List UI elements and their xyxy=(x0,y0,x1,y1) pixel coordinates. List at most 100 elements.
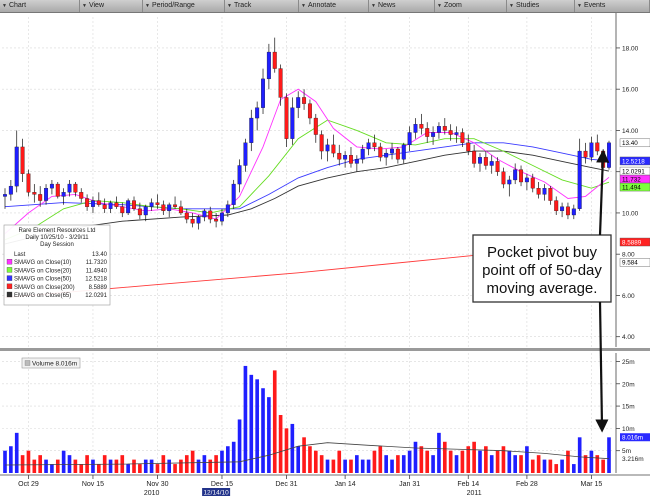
candle-body xyxy=(501,171,506,185)
volume-bar xyxy=(419,446,424,473)
menu-events[interactable]: ▼ Events xyxy=(575,0,650,12)
candles xyxy=(3,37,611,230)
menu-chart[interactable]: ▼ Chart xyxy=(0,0,80,12)
menu-track[interactable]: ▼ Track xyxy=(225,0,299,12)
panel-divider xyxy=(0,348,650,351)
candle-body xyxy=(38,194,43,201)
volume-bar xyxy=(55,459,60,473)
candle-body xyxy=(307,103,312,119)
candle-body xyxy=(178,206,183,214)
candle-body xyxy=(55,183,60,197)
candle-body xyxy=(442,126,447,131)
candle-body xyxy=(431,132,436,137)
volume-bar xyxy=(448,450,453,473)
annotation-line: moving average. xyxy=(487,280,598,297)
price-tick-label: 18.00 xyxy=(622,45,639,52)
price-tick-label: 8.00 xyxy=(622,252,635,259)
volume-bar xyxy=(208,459,213,473)
volume-bar xyxy=(495,450,500,473)
candle-body xyxy=(560,206,565,212)
candle-body xyxy=(290,107,295,139)
value-tag-text: 12.0291 xyxy=(622,168,645,175)
candle-body xyxy=(3,194,7,197)
candle-body xyxy=(8,185,13,195)
candle-body xyxy=(32,192,37,195)
volume-bar xyxy=(360,459,365,473)
volume-bar xyxy=(571,464,576,473)
stock-chart: 4.006.008.0010.0012.0014.0016.0018.005m1… xyxy=(0,13,650,501)
volume-bar xyxy=(255,379,259,473)
date-box-text: 12/14/10 xyxy=(203,490,229,497)
legend-session: Day Session xyxy=(40,242,74,248)
menu-news[interactable]: ▼ News xyxy=(369,0,435,12)
volume-bar xyxy=(466,446,471,473)
candle-body xyxy=(143,206,148,216)
price-tick-label: 4.00 xyxy=(622,334,635,341)
candle-body xyxy=(425,128,430,137)
volume-bar xyxy=(460,450,465,473)
candle-body xyxy=(372,142,377,148)
x-tick-label: Feb 14 xyxy=(457,481,479,488)
menu-label: Track xyxy=(233,2,252,9)
value-tag-text: 12.5218 xyxy=(622,158,645,165)
candle-body xyxy=(565,206,570,216)
legend-subtitle: Daily 10/25/10 - 3/29/11 xyxy=(25,235,89,241)
candle-body xyxy=(79,192,84,199)
legend-row-label: EMAVG on Close(65) xyxy=(14,293,71,299)
candle-body xyxy=(331,144,336,154)
menu-label: Zoom xyxy=(443,2,462,9)
volume-bar xyxy=(437,432,441,473)
candle-body xyxy=(155,202,160,205)
candle-body xyxy=(454,132,459,135)
volume-bar xyxy=(396,455,400,473)
candle-body xyxy=(583,150,588,158)
chevron-down-icon: ▼ xyxy=(371,3,376,9)
volume-bar xyxy=(349,459,353,473)
candle-body xyxy=(436,126,441,133)
x-tick-label: Nov 15 xyxy=(82,481,104,488)
volume-bar xyxy=(519,455,523,473)
annotation-line: point off of 50-day xyxy=(482,262,602,279)
menu-period-range[interactable]: ▼ Period/Range xyxy=(143,0,225,12)
menu-studies[interactable]: ▼ Studies xyxy=(507,0,575,12)
ema65-line xyxy=(4,150,610,245)
candle-body xyxy=(184,212,189,220)
volume-bar xyxy=(525,446,529,473)
volume-bar xyxy=(313,450,318,473)
volume-bar xyxy=(290,423,295,473)
toolbar: ▼ Chart ▼ View ▼ Period/Range ▼ Track ▼ Annotate ▼… xyxy=(0,0,650,13)
price-tick-label: 16.00 xyxy=(622,87,639,94)
x-tick-label: Jan 31 xyxy=(399,481,420,488)
candle-body xyxy=(167,204,172,212)
volume-legend-swatch xyxy=(24,360,31,366)
candle-body xyxy=(589,142,594,158)
volume-bar xyxy=(97,464,101,473)
candle-body xyxy=(607,142,611,168)
volume-bar xyxy=(261,388,265,473)
menu-annotate[interactable]: ▼ Annotate xyxy=(299,0,369,12)
candle-body xyxy=(313,117,318,135)
volume-bar xyxy=(413,441,418,473)
candle-body xyxy=(237,165,242,185)
volume-bar xyxy=(501,446,506,473)
candle-body xyxy=(243,142,248,166)
volume-bar xyxy=(14,432,19,473)
menu-view[interactable]: ▼ View xyxy=(80,0,143,12)
legend-row-value: 8.5889 xyxy=(89,285,108,291)
menu-zoom[interactable]: ▼ Zoom xyxy=(435,0,507,12)
x-tick-label: Nov 30 xyxy=(146,481,168,488)
volume-average-line xyxy=(4,442,610,466)
candle-body xyxy=(390,148,394,154)
candle-body xyxy=(302,97,307,104)
candle-body xyxy=(278,68,283,98)
candle-body xyxy=(85,198,90,207)
chevron-down-icon: ▼ xyxy=(227,3,232,9)
candle-body xyxy=(466,142,471,152)
volume-bar xyxy=(366,459,371,473)
volume-axis: 5m 10m 15m 20m 25m 3.216m xyxy=(615,353,644,473)
candle-body xyxy=(519,169,524,183)
volume-bar xyxy=(184,455,189,473)
candle-body xyxy=(536,188,541,195)
value-tag xyxy=(619,182,650,192)
arrow-down xyxy=(595,301,609,433)
